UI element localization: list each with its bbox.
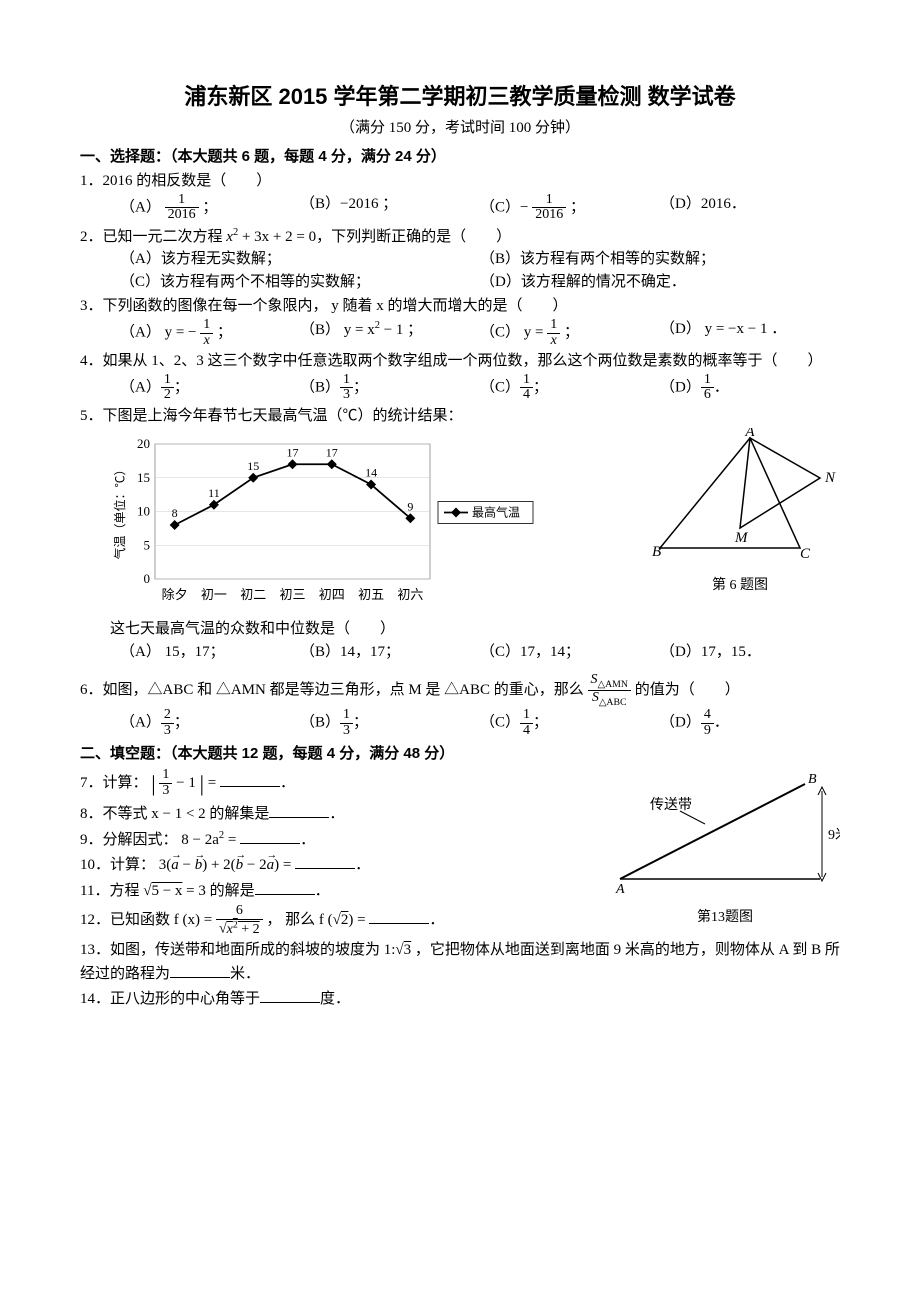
section-1-head: 一、选择题：（本大题共 6 题，每题 4 分，满分 24 分） [80, 146, 840, 169]
question-14: 14．正八边形的中心角等于度． [80, 987, 840, 1011]
q6-opt-a: （A）23； [120, 708, 300, 738]
page-title: 浦东新区 2015 学年第二学期初三教学质量检测 数学试卷 [80, 80, 840, 113]
q6-opt-c: （C）14； [480, 708, 660, 738]
question-1: 1．2016 的相反数是（ ） （A） 12016 ； （B）−2016 ； （… [80, 170, 840, 223]
svg-text:B: B [652, 544, 661, 560]
svg-text:0: 0 [144, 571, 151, 586]
svg-text:9: 9 [407, 499, 413, 513]
svg-text:除夕: 除夕 [162, 587, 188, 602]
q4-stem: 4．如果从 1、2、3 这三个数字中任意选取两个数字组成一个两位数，那么这个两位… [80, 350, 840, 373]
q5-stem: 5．下图是上海今年春节七天最高气温（℃）的统计结果： [80, 405, 840, 428]
question-11: 11．方程 √5 − x = 3 的解是． [80, 879, 840, 903]
svg-text:15: 15 [137, 469, 150, 484]
q5-opt-b: （B）14，17； [300, 641, 480, 664]
q2-stem: 2．已知一元二次方程 x2 + 3x + 2 = 0，下列判断正确的是（ ） [80, 225, 840, 249]
q5-opt-d: （D）17，15． [660, 641, 840, 664]
question-12: 12．已知函数 f (x) = 6√x2 + 2 ， 那么 f (√2) = ． [80, 904, 840, 937]
svg-text:A: A [744, 428, 755, 440]
q2-opt-d: （D）该方程解的情况不确定． [480, 271, 840, 294]
svg-text:17: 17 [287, 445, 299, 459]
svg-text:11: 11 [208, 485, 220, 499]
question-5: 5．下图是上海今年春节七天最高气温（℃）的统计结果： A B C M N 第 6… [80, 405, 840, 663]
q6-opt-d: （D）49． [660, 708, 840, 738]
q3-opt-c: （C） y = 1x ； [480, 318, 660, 348]
q2-opt-b: （B）该方程有两个相等的实数解； [480, 248, 840, 271]
svg-text:8: 8 [172, 506, 178, 520]
q1-opt-d: （D）2016． [660, 193, 840, 223]
q4-opt-b: （B）13； [300, 373, 480, 403]
q9-blank [240, 828, 300, 844]
question-4: 4．如果从 1、2、3 这三个数字中任意选取两个数字组成一个两位数，那么这个两位… [80, 350, 840, 403]
q3-opt-d: （D） y = −x − 1 ． [660, 318, 840, 348]
q1-opt-b: （B）−2016 ； [300, 193, 480, 223]
question-6: 6．如图，△ABC 和 △AMN 都是等边三角形，点 M 是 △ABC 的重心，… [80, 673, 840, 739]
q5-stem-2: 这七天最高气温的众数和中位数是（ ） [110, 618, 840, 641]
svg-text:初六: 初六 [397, 587, 423, 602]
q3-stem: 3．下列函数的图像在每一个象限内， y 随着 x 的增大而增大的是（ ） [80, 295, 840, 318]
q4-opt-a: （A）12； [120, 373, 300, 403]
question-3: 3．下列函数的图像在每一个象限内， y 随着 x 的增大而增大的是（ ） （A）… [80, 295, 840, 348]
question-7: 7．计算： | 13 − 1 | = ． [80, 767, 840, 800]
svg-text:17: 17 [326, 445, 338, 459]
svg-text:初三: 初三 [279, 587, 305, 602]
svg-text:初四: 初四 [319, 587, 345, 602]
q8-blank [269, 802, 329, 818]
svg-text:C: C [800, 546, 811, 562]
svg-text:最高气温: 最高气温 [472, 504, 520, 519]
question-13: 13．如图，传送带和地面所成的斜坡的坡度为 1:√3 ，它把物体从地面送到离地面… [80, 939, 840, 985]
svg-text:10: 10 [137, 503, 150, 518]
subtitle: （满分 150 分，考试时间 100 分钟） [80, 117, 840, 140]
svg-text:初二: 初二 [240, 587, 266, 602]
svg-text:初一: 初一 [201, 587, 227, 602]
section-2-head: 二、填空题：（本大题共 12 题，每题 4 分，满分 48 分） [80, 743, 840, 766]
svg-text:15: 15 [247, 458, 259, 472]
q1-opt-a: （A） 12016 ； [120, 193, 300, 223]
svg-text:14: 14 [365, 465, 377, 479]
q3-opt-b: （B） y = x2 − 1 ； [300, 318, 480, 348]
q6-opt-b: （B）13； [300, 708, 480, 738]
question-10: 10．计算： 3(a − b) + 2(b − 2a) = ． [80, 853, 840, 877]
q1-stem: 1．2016 的相反数是（ ） [80, 170, 840, 193]
q6-figure: A B C M N 第 6 题图 [640, 428, 840, 597]
svg-text:初五: 初五 [358, 587, 384, 602]
q2-opt-a: （A）该方程无实数解； [120, 248, 480, 271]
q7-blank [220, 771, 280, 787]
q2-opt-c: （C）该方程有两个不相等的实数解； [120, 271, 480, 294]
q1-opt-c: （C）− 12016 ； [480, 193, 660, 223]
q4-opt-c: （C）14； [480, 373, 660, 403]
q4-opt-d: （D）16． [660, 373, 840, 403]
q11-blank [255, 879, 315, 895]
svg-text:气温（单位：℃）: 气温（单位：℃） [112, 463, 127, 559]
svg-text:5: 5 [144, 537, 151, 552]
q5-opt-a: （A） 15，17； [120, 641, 300, 664]
svg-text:20: 20 [137, 436, 150, 451]
q13-blank [170, 962, 230, 978]
svg-text:M: M [734, 530, 749, 546]
q12-blank [369, 908, 429, 924]
q3-opt-a: （A） y = − 1x ； [120, 318, 300, 348]
q6-stem: 6．如图，△ABC 和 △AMN 都是等边三角形，点 M 是 △ABC 的重心，… [80, 673, 840, 708]
svg-text:N: N [824, 470, 836, 486]
question-2: 2．已知一元二次方程 x2 + 3x + 2 = 0，下列判断正确的是（ ） （… [80, 225, 840, 294]
q10-blank [295, 853, 355, 869]
q5-opt-c: （C）17，14； [480, 641, 660, 664]
q6-fig-caption: 第 6 题图 [640, 575, 840, 596]
question-8: 8．不等式 x − 1 < 2 的解集是． [80, 802, 840, 826]
q14-blank [260, 987, 320, 1003]
